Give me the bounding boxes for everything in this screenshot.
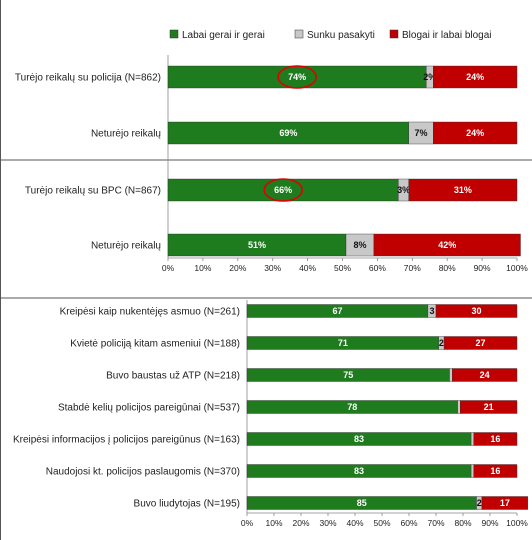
data-label-bad: 30 [471,306,481,316]
bar-neutral [457,400,461,414]
x-tick-label: 60% [369,263,386,273]
category-label: Stabdė kelių policijos pareigūnai (N=537… [58,403,240,414]
x-tick-label: 90% [481,518,498,528]
data-label-good: 51% [248,240,266,250]
bar-neutral [470,432,475,446]
category-label: Kreipėsi informacijos į policijos pareig… [13,435,240,446]
data-label-good: 74% [288,72,306,82]
category-label: Kreipėsi kaip nukentėjęs asmuo (N=261) [60,307,240,318]
x-tick-label: 40% [346,518,363,528]
data-label-neutral: 2 [477,498,482,508]
data-label-good: 66% [274,185,292,195]
data-label-bad: 17 [500,498,510,508]
x-tick-label: 100% [506,518,528,528]
data-label-bad: 24% [466,128,484,138]
x-tick-label: 50% [373,518,390,528]
x-tick-label: 80% [454,518,471,528]
x-tick-label: 60% [400,518,417,528]
category-label: Turėjo reikalų su policija (N=862) [15,73,161,84]
data-label-bad: 42% [438,240,456,250]
x-tick-label: 0% [241,518,254,528]
bar-bad [473,432,518,446]
bar-bad [373,233,521,257]
data-label-neutral: 3 [429,306,434,316]
bar-bad [443,336,518,350]
x-tick-label: 70% [427,518,444,528]
x-tick-label: 80% [439,263,456,273]
data-label-bad: 21 [484,402,494,412]
x-tick-label: 30% [319,518,336,528]
bar-bad [433,121,518,145]
data-label-neutral: 3% [397,185,410,195]
bar-neutral [470,464,475,478]
x-tick-label: 90% [474,263,491,273]
data-label-good: 78 [347,402,357,412]
bar-bad [433,65,518,89]
data-label-neutral: 2% [423,72,436,82]
category-label: Neturėjo reikalų [91,129,161,140]
highlight-circle [263,178,303,202]
category-label: Buvo liudytojas (N=195) [134,499,240,510]
bar-bad [460,400,518,414]
data-label-bad: 31% [454,185,472,195]
data-label-good: 83 [354,466,364,476]
highlight-circle [277,65,317,89]
x-tick-label: 10% [194,263,211,273]
bar-bad [435,304,518,318]
category-label: Naudojosi kt. policijos paslaugomis (N=3… [46,467,240,478]
data-label-good: 85 [357,498,367,508]
data-label-good: 75 [343,370,353,380]
legend-label-bad: Blogai ir labai blogai [402,30,492,41]
data-label-bad: 24 [480,370,490,380]
category-label: Neturėjo reikalų [91,241,161,252]
category-label: Turėjo reikalų su BPC (N=867) [25,186,161,197]
category-label: Kvietė policiją kitam asmeniui (N=188) [70,339,240,350]
legend-swatch-neutral [294,29,304,39]
data-label-good: 69% [279,128,297,138]
bar-bad [481,496,528,510]
data-label-neutral: 2 [439,338,444,348]
top-chart: 0% 10% 20% 30% 40% 50% 60% 70% 80% 90% 100% Turėjo … [15,55,528,273]
x-tick-label: 30% [264,263,281,273]
bar-neutral [449,368,453,382]
data-label-good: 67 [332,306,342,316]
legend: Labai gerai ir gerai Sunku pasakyti Blog… [169,29,492,41]
data-label-bad: 24% [466,72,484,82]
data-label-neutral: 8% [353,240,366,250]
category-label: Buvo baustas už ATP (N=218) [106,371,240,382]
legend-label-neutral: Sunku pasakyti [307,30,375,41]
legend-label-good: Labai gerai ir gerai [182,30,265,41]
x-tick-label: 50% [334,263,351,273]
x-tick-label: 20% [229,263,246,273]
bar-bad [452,368,518,382]
x-tick-label: 0% [162,263,175,273]
data-label-bad: 16 [490,434,500,444]
x-tick-label: 20% [292,518,309,528]
legend-swatch-good [169,29,179,39]
bottom-chart: 0% 10% 20% 30% 40% 50% 60% 70% 80% 90% 100% Kreipės… [13,300,528,528]
bar-bad [473,464,518,478]
data-label-neutral: 7% [415,128,428,138]
x-tick-label: 40% [299,263,316,273]
x-tick-label: 10% [265,518,282,528]
x-tick-label: 70% [404,263,421,273]
bar-bad [408,178,518,202]
data-label-good: 83 [354,434,364,444]
data-label-bad: 16 [490,466,500,476]
data-label-good: 71 [338,338,348,348]
legend-swatch-bad [389,29,399,39]
x-tick-label: 100% [506,263,528,273]
data-label-bad: 27 [476,338,486,348]
